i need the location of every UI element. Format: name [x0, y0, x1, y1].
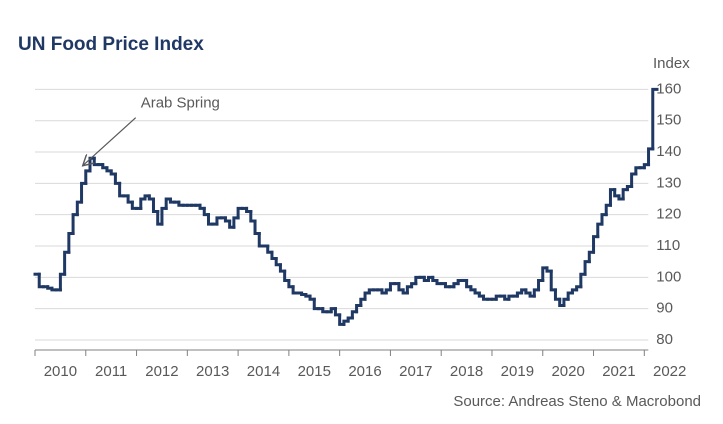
x-tick-label: 2022 — [653, 363, 686, 380]
y-tick-label: 160 — [656, 80, 681, 97]
x-tick-label: 2016 — [348, 363, 381, 380]
line-step — [84, 169, 92, 185]
chart-title: UN Food Price Index — [18, 34, 204, 55]
x-tick-label: 2010 — [44, 363, 77, 380]
line-step — [253, 219, 261, 235]
line-step — [160, 206, 168, 226]
line-step — [80, 181, 88, 204]
line-step — [592, 235, 600, 254]
x-tick-label: 2011 — [95, 363, 127, 380]
x-tick-label: 2021 — [602, 363, 635, 380]
x-tick-label: 2019 — [501, 363, 534, 380]
line-step — [71, 213, 79, 235]
y-axis-label: Index — [653, 55, 690, 72]
line-step — [151, 197, 160, 214]
line-step — [651, 87, 659, 151]
y-tick-label: 100 — [656, 268, 681, 285]
x-tick-label: 2017 — [399, 363, 432, 380]
line-step — [118, 181, 126, 198]
x-tick-label: 2012 — [145, 363, 178, 380]
line-step — [257, 231, 265, 248]
annotation-arrow — [83, 117, 137, 166]
x-tick-label: 2020 — [551, 363, 584, 380]
x-tick-label: 2014 — [247, 363, 280, 380]
source: Source: Andreas Steno & Macrobond — [453, 393, 701, 410]
line-step — [67, 231, 75, 254]
y-tick-label: 150 — [656, 112, 681, 129]
y-tick-label: 130 — [656, 174, 681, 191]
annotation-text: Arab Spring — [141, 95, 220, 112]
line-step — [549, 269, 557, 292]
line-step — [596, 222, 604, 239]
line-step — [630, 172, 638, 188]
y-tick-label: 110 — [656, 237, 680, 254]
line-step — [58, 272, 67, 292]
line-step — [37, 272, 45, 289]
line-step — [579, 272, 587, 289]
line-step — [583, 260, 591, 276]
line-step — [75, 200, 84, 217]
x-tick-label: 2015 — [298, 363, 331, 380]
y-tick-label: 120 — [656, 206, 681, 223]
x-tick-label: 2018 — [450, 363, 483, 380]
y-tick-label: 80 — [656, 331, 673, 348]
line-step — [63, 250, 71, 276]
y-tick-label: 90 — [656, 300, 673, 317]
y-tick-label: 140 — [656, 143, 681, 160]
x-tick-label: 2013 — [196, 363, 229, 380]
line-step — [647, 147, 655, 167]
